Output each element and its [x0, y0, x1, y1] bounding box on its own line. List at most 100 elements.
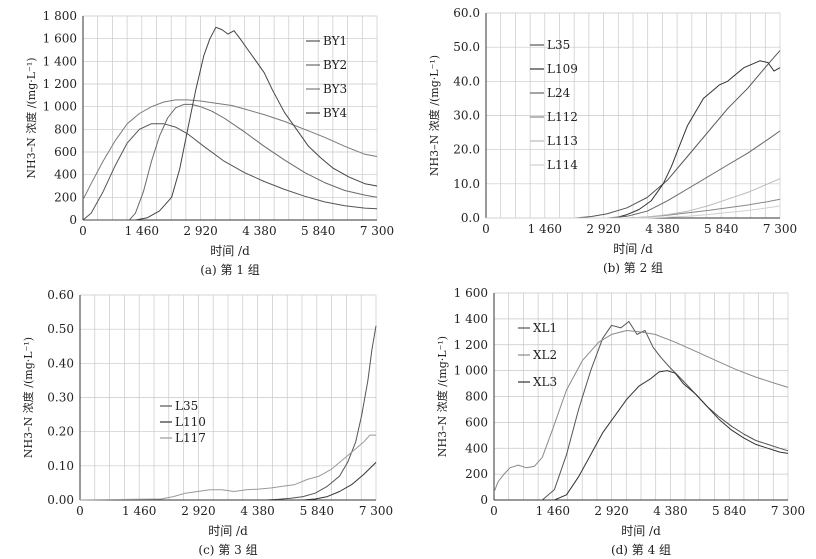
- legend-label: L113: [547, 134, 578, 148]
- y-tick-label: 200: [465, 467, 488, 481]
- series-line-by3: [82, 99, 378, 200]
- chart-panel-1: 0.0 10.0 20.0 30.0 40.0 50.0 60.0 0 1 460 2 920 4 …: [427, 6, 797, 275]
- y-tick-label: 0.50: [47, 322, 74, 336]
- y-axis-label: NH3–N 浓度 /(mg·L⁻¹): [24, 57, 38, 178]
- y-tick-label: 0.30: [47, 391, 74, 405]
- x-tick-label: 0: [79, 224, 87, 238]
- series-line-by2: [83, 103, 378, 221]
- x-tick-label: 7 300: [771, 504, 805, 518]
- series-line-l117: [79, 434, 376, 501]
- legend-label: L112: [547, 110, 578, 124]
- legend-label: BY4: [323, 106, 348, 120]
- x-tick-label: 0: [76, 504, 84, 518]
- y-tick-label: 0.10: [47, 459, 74, 473]
- x-tick-label: 4 380: [240, 504, 274, 518]
- legend-label: BY2: [323, 58, 347, 72]
- x-axis-label: 时间 /d: [208, 524, 248, 538]
- x-tick-label: 1 460: [528, 222, 562, 236]
- y-tick-label: 0: [480, 493, 488, 507]
- legend-label: BY1: [323, 34, 347, 48]
- y-tick-label: 0.20: [47, 425, 74, 439]
- x-tick-label: 5 840: [300, 504, 334, 518]
- panel-caption: (a) 第 1 组: [200, 263, 260, 277]
- y-tick-label: 1 200: [43, 77, 77, 91]
- y-tick-label: 600: [465, 415, 488, 429]
- chart-panel-2: 0.00 0.10 0.20 0.30 0.40 0.50 0.60 0 1 460 2 920 4…: [21, 288, 393, 557]
- x-tick-label: 0: [490, 504, 498, 518]
- x-tick-label: 5 840: [301, 224, 335, 238]
- legend-label: XL1: [533, 321, 557, 335]
- y-tick-label: 800: [465, 390, 488, 404]
- y-tick-label: 0.0: [461, 211, 480, 225]
- series-line-l110: [80, 462, 377, 501]
- x-tick-label: 5 840: [712, 504, 746, 518]
- y-tick-label: 20.0: [453, 143, 480, 157]
- y-tick-label: 200: [54, 190, 77, 204]
- y-tick-label: 600: [54, 145, 77, 159]
- y-tick-label: 50.0: [453, 40, 480, 54]
- series-line-xl2: [493, 330, 789, 493]
- y-tick-label: 10.0: [453, 177, 480, 191]
- x-tick-label: 2 920: [586, 222, 620, 236]
- x-axis-label: 时间 /d: [613, 242, 653, 256]
- x-tick-label: 2 920: [594, 504, 628, 518]
- y-tick-label: 1 600: [43, 32, 77, 46]
- series-line-l114: [486, 205, 781, 219]
- legend-label: L114: [547, 158, 578, 172]
- x-tick-label: 2 920: [181, 504, 215, 518]
- y-tick-label: 400: [465, 441, 488, 455]
- y-tick-label: 0: [69, 213, 77, 227]
- y-axis-label: NH3–N 浓度 /(mg·L⁻¹): [435, 336, 449, 457]
- series-line-l24: [486, 130, 781, 219]
- x-tick-label: 5 840: [704, 222, 738, 236]
- legend-label: L35: [547, 38, 570, 52]
- x-tick-label: 1 460: [125, 224, 159, 238]
- x-tick-label: 4 380: [645, 222, 679, 236]
- x-axis-label: 时间 /d: [210, 244, 250, 258]
- legend-label: XL3: [533, 375, 557, 389]
- legend-label: L109: [547, 62, 578, 76]
- series-line-xl1: [494, 321, 789, 501]
- y-tick-label: 1 200: [454, 338, 488, 352]
- y-tick-label: 1 600: [454, 286, 488, 300]
- y-axis-label: NH3–N 浓度 /(mg·L⁻¹): [21, 337, 35, 458]
- x-axis-label: 时间 /d: [621, 524, 661, 538]
- series-line-l35: [486, 50, 781, 219]
- series-line-l109: [486, 60, 781, 219]
- x-tick-label: 4 380: [653, 504, 687, 518]
- panel-caption: (d) 第 4 组: [611, 543, 671, 557]
- y-tick-label: 0.60: [47, 288, 74, 302]
- x-tick-label: 7 300: [359, 504, 393, 518]
- legend-label: L24: [547, 86, 571, 100]
- series-line-xl3: [494, 370, 789, 501]
- y-tick-label: 60.0: [453, 6, 480, 20]
- series-line-by1: [82, 123, 378, 221]
- legend-label: BY3: [323, 82, 347, 96]
- x-tick-label: 1 460: [536, 504, 570, 518]
- y-tick-label: 40.0: [453, 74, 480, 88]
- y-tick-label: 1 800: [43, 9, 77, 23]
- chart-panel-0: 0 200 400 600 800 1 000 1 200 1 400 1 600 1 800 0 1…: [24, 9, 394, 277]
- y-tick-label: 30.0: [453, 109, 480, 123]
- y-tick-label: 1 000: [454, 364, 488, 378]
- y-tick-label: 1 000: [43, 100, 77, 114]
- x-tick-label: 4 380: [242, 224, 276, 238]
- series-line-by4: [83, 26, 378, 221]
- y-tick-label: 1 400: [454, 312, 488, 326]
- y-tick-label: 400: [54, 168, 77, 182]
- y-axis-label: NH3–N 浓度 /(mg·L⁻¹): [427, 55, 441, 176]
- y-tick-label: 800: [54, 122, 77, 136]
- x-tick-label: 7 300: [763, 222, 797, 236]
- x-tick-label: 0: [482, 222, 490, 236]
- legend-label: L35: [175, 399, 198, 413]
- chart-panel-3: 0 200 400 600 800 1 000 1 200 1 400 1 600 0 1 460 2…: [435, 286, 805, 557]
- legend-label: L117: [175, 431, 206, 445]
- y-tick-label: 0.00: [47, 493, 74, 507]
- legend-label: XL2: [533, 348, 557, 362]
- legend-label: L110: [175, 415, 206, 429]
- x-tick-label: 1 460: [122, 504, 156, 518]
- panel-caption: (c) 第 3 组: [198, 543, 257, 557]
- y-tick-label: 1 400: [43, 54, 77, 68]
- x-tick-label: 2 920: [183, 224, 217, 238]
